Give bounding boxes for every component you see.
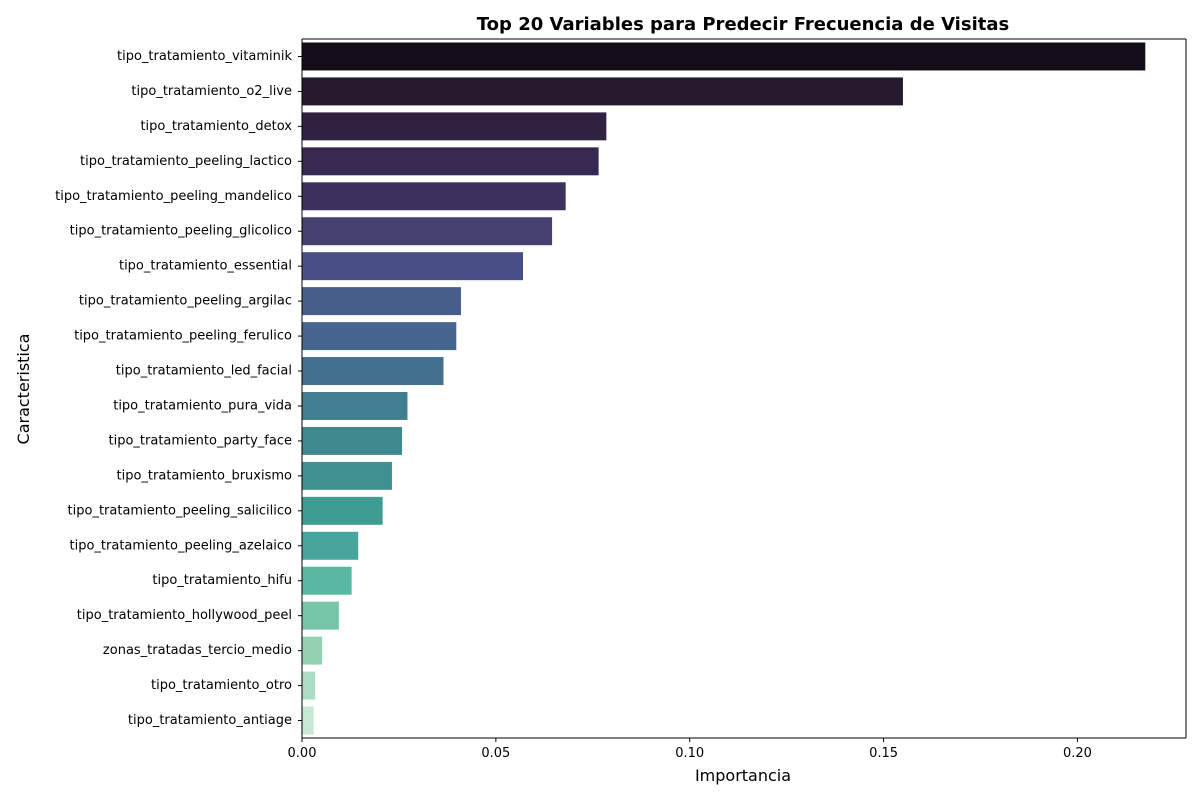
y-tick-label: tipo_tratamiento_peeling_ferulico: [74, 329, 292, 344]
bar: [302, 287, 461, 316]
bar: [302, 671, 316, 700]
y-tick-label: tipo_tratamiento_led_facial: [116, 364, 292, 379]
y-tick-label: tipo_tratamiento_peeling_mandelico: [55, 189, 292, 204]
x-axis-label: Importancia: [695, 766, 791, 785]
y-tick-label: tipo_tratamiento_hollywood_peel: [77, 608, 292, 623]
y-tick-label: tipo_tratamiento_detox: [140, 119, 292, 134]
y-tick-label: tipo_tratamiento_bruxismo: [117, 468, 293, 483]
bar: [302, 531, 359, 560]
bar: [302, 636, 323, 665]
bar: [302, 112, 607, 141]
bar: [302, 182, 566, 211]
y-tick-label: tipo_tratamiento_vitaminik: [117, 49, 292, 64]
y-tick-label: zonas_tratadas_tercio_medio: [103, 643, 292, 658]
bar: [302, 42, 1146, 71]
bars-group: [302, 42, 1146, 735]
bar: [302, 147, 599, 176]
y-tick-label: tipo_tratamiento_peeling_glicolico: [70, 224, 292, 239]
y-tick-label: tipo_tratamiento_essential: [119, 259, 292, 274]
bar: [302, 77, 903, 106]
y-tick-label: tipo_tratamiento_otro: [151, 678, 292, 693]
y-axis-label: Caracteristica: [14, 334, 33, 445]
x-tick-label: 0.15: [869, 746, 898, 761]
bar: [302, 357, 444, 386]
bar: [302, 601, 339, 630]
bar: [302, 566, 352, 595]
bar: [302, 391, 408, 420]
x-tick-label: 0.00: [288, 746, 317, 761]
y-tick-label: tipo_tratamiento_antiage: [128, 713, 292, 728]
bar: [302, 426, 403, 455]
bar: [302, 706, 314, 735]
x-tick-label: 0.05: [481, 746, 510, 761]
y-tick-label: tipo_tratamiento_pura_vida: [113, 398, 292, 413]
y-tick-label: tipo_tratamiento_party_face: [109, 433, 293, 448]
bar: [302, 322, 457, 351]
y-tick-labels: tipo_tratamiento_vitaminik tipo_tratamien…: [55, 49, 302, 728]
bar: [302, 252, 523, 281]
y-tick-label: tipo_tratamiento_peeling_salicilico: [68, 503, 293, 518]
x-tick-label: 0.20: [1063, 746, 1092, 761]
chart-title: Top 20 Variables para Predecir Frecuenci…: [477, 14, 1009, 35]
y-tick-label: tipo_tratamiento_peeling_lactico: [80, 154, 292, 169]
y-tick-label: tipo_tratamiento_hifu: [152, 573, 292, 588]
x-tick-label: 0.10: [675, 746, 704, 761]
y-tick-label: tipo_tratamiento_o2_live: [131, 84, 292, 99]
x-ticks: 0.00 0.05 0.10 0.15 0.20: [288, 738, 1092, 761]
bar: [302, 496, 383, 525]
bar: [302, 461, 392, 490]
y-tick-label: tipo_tratamiento_peeling_azelaico: [70, 538, 293, 553]
bar: [302, 217, 553, 246]
y-tick-label: tipo_tratamiento_peeling_argilac: [79, 294, 292, 309]
